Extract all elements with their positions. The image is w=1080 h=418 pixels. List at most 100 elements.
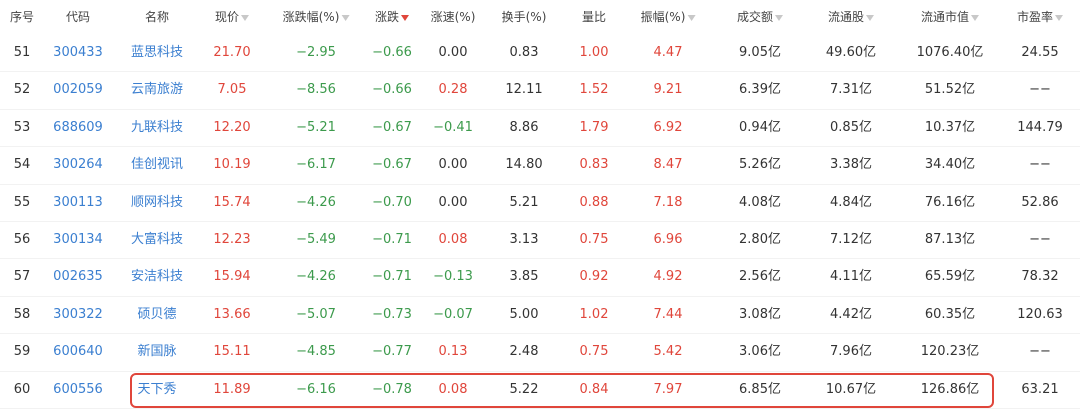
table-cell: 6.92 xyxy=(653,119,683,135)
table-cell: 51 xyxy=(13,45,31,60)
table-cell: −0.67 xyxy=(372,119,412,135)
table-cell: 7.31亿 xyxy=(830,82,872,98)
stock-code[interactable]: 300134 xyxy=(53,232,103,247)
table-cell: 7.05 xyxy=(217,82,247,98)
table-cell: −0.71 xyxy=(372,269,412,285)
table-cell: 5.00 xyxy=(509,306,539,322)
table-cell: 15.74 xyxy=(213,194,251,210)
row-separator xyxy=(0,408,1080,409)
row-separator xyxy=(0,71,1080,73)
stock-code[interactable]: 300322 xyxy=(53,306,103,322)
stock-name[interactable]: 新国脉 xyxy=(137,344,177,360)
table-cell: 0.85亿 xyxy=(830,119,872,135)
table-cell: −6.16 xyxy=(296,381,336,397)
table-cell: 2.56亿 xyxy=(739,269,781,285)
table-cell: 6.96 xyxy=(653,232,683,247)
stock-code[interactable]: 600556 xyxy=(53,381,103,397)
table-cell: 76.16亿 xyxy=(924,194,976,210)
column-header: 序号 xyxy=(9,10,35,24)
table-cell: 4.11亿 xyxy=(830,269,872,285)
table-cell: 3.85 xyxy=(509,269,539,285)
table-cell: 65.59亿 xyxy=(924,269,976,285)
column-header[interactable]: 涨跌幅(%) xyxy=(283,0,350,34)
stock-code[interactable]: 300113 xyxy=(53,194,103,210)
table-cell: −− xyxy=(1029,232,1051,247)
table-cell: 0.75 xyxy=(579,232,609,247)
table-cell: 12.23 xyxy=(213,232,251,247)
table-cell: 14.80 xyxy=(505,157,543,173)
column-header[interactable]: 流通市值 xyxy=(921,0,979,34)
stock-name[interactable]: 蓝思科技 xyxy=(130,45,184,60)
table-cell: 3.06亿 xyxy=(739,344,781,360)
stock-code[interactable]: 300264 xyxy=(53,157,103,173)
table-cell: 0.00 xyxy=(438,157,468,173)
row-separator xyxy=(0,146,1080,148)
stock-code[interactable]: 688609 xyxy=(53,119,103,135)
table-cell: 8.47 xyxy=(653,157,683,173)
row-separator xyxy=(0,183,1080,185)
table-cell: 2.80亿 xyxy=(739,232,781,247)
table-cell: 0.28 xyxy=(438,82,468,98)
column-header: 代码 xyxy=(65,10,91,24)
table-cell: −0.66 xyxy=(372,45,412,60)
stock-name[interactable]: 安洁科技 xyxy=(130,269,184,285)
row-separator xyxy=(0,108,1080,110)
stock-name[interactable]: 硕贝德 xyxy=(137,306,177,322)
table-cell: 10.67亿 xyxy=(825,381,877,397)
column-header: 名称 xyxy=(144,10,170,24)
stock-code[interactable]: 300433 xyxy=(53,45,103,60)
row-separator xyxy=(0,258,1080,260)
table-cell: 54 xyxy=(13,157,31,173)
column-header[interactable]: 涨跌 xyxy=(375,0,409,34)
column-header[interactable]: 振幅(%) xyxy=(641,0,696,34)
row-separator xyxy=(0,295,1080,297)
table-cell: −− xyxy=(1029,344,1051,360)
table-cell: 78.32 xyxy=(1021,269,1059,285)
column-header[interactable]: 流通股 xyxy=(828,0,874,34)
stock-code[interactable]: 600640 xyxy=(53,344,103,360)
stock-code[interactable]: 002635 xyxy=(53,269,103,285)
table-cell: −8.56 xyxy=(296,82,336,98)
table-cell: −0.71 xyxy=(372,232,412,247)
table-cell: 0.75 xyxy=(579,344,609,360)
table-cell: 7.96亿 xyxy=(830,344,872,360)
table-cell: 0.13 xyxy=(438,344,468,360)
table-cell: 4.08亿 xyxy=(739,194,781,210)
table-cell: 5.22 xyxy=(509,381,539,397)
table-cell: 0.00 xyxy=(438,194,468,210)
table-cell: 4.47 xyxy=(653,45,683,60)
table-cell: 5.42 xyxy=(653,344,683,360)
table-cell: −4.85 xyxy=(296,344,336,360)
stock-name[interactable]: 九联科技 xyxy=(130,119,184,135)
stock-name[interactable]: 云南旅游 xyxy=(130,82,184,98)
table-cell: 52.86 xyxy=(1021,194,1059,210)
table-cell: 5.26亿 xyxy=(739,157,781,173)
table-cell: 56 xyxy=(13,232,31,247)
table-cell: 144.79 xyxy=(1017,119,1063,135)
table-cell: −− xyxy=(1029,82,1051,98)
table-cell: 21.70 xyxy=(213,45,251,60)
table-cell: 5.21 xyxy=(509,194,539,210)
stock-name[interactable]: 大富科技 xyxy=(130,232,184,247)
table-cell: 0.84 xyxy=(579,381,609,397)
table-cell: 1076.40亿 xyxy=(916,45,984,60)
table-cell: 1.02 xyxy=(579,306,609,322)
table-cell: 4.42亿 xyxy=(830,306,872,322)
column-header[interactable]: 现价 xyxy=(215,0,249,34)
table-cell: 9.05亿 xyxy=(739,45,781,60)
stock-code[interactable]: 002059 xyxy=(53,82,103,98)
column-header[interactable]: 市盈率 xyxy=(1017,0,1063,34)
stock-name[interactable]: 顺网科技 xyxy=(130,194,184,210)
table-cell: 4.92 xyxy=(653,269,683,285)
table-cell: 0.83 xyxy=(579,157,609,173)
table-cell: 0.83 xyxy=(509,45,539,60)
table-cell: 10.37亿 xyxy=(924,119,976,135)
table-cell: 0.88 xyxy=(579,194,609,210)
column-header[interactable]: 成交额 xyxy=(737,0,783,34)
table-cell: 59 xyxy=(13,344,31,360)
table-cell: 24.55 xyxy=(1021,45,1059,60)
stock-name[interactable]: 天下秀 xyxy=(137,381,177,397)
stock-name[interactable]: 佳创视讯 xyxy=(130,157,184,173)
table-cell: 7.12亿 xyxy=(830,232,872,247)
